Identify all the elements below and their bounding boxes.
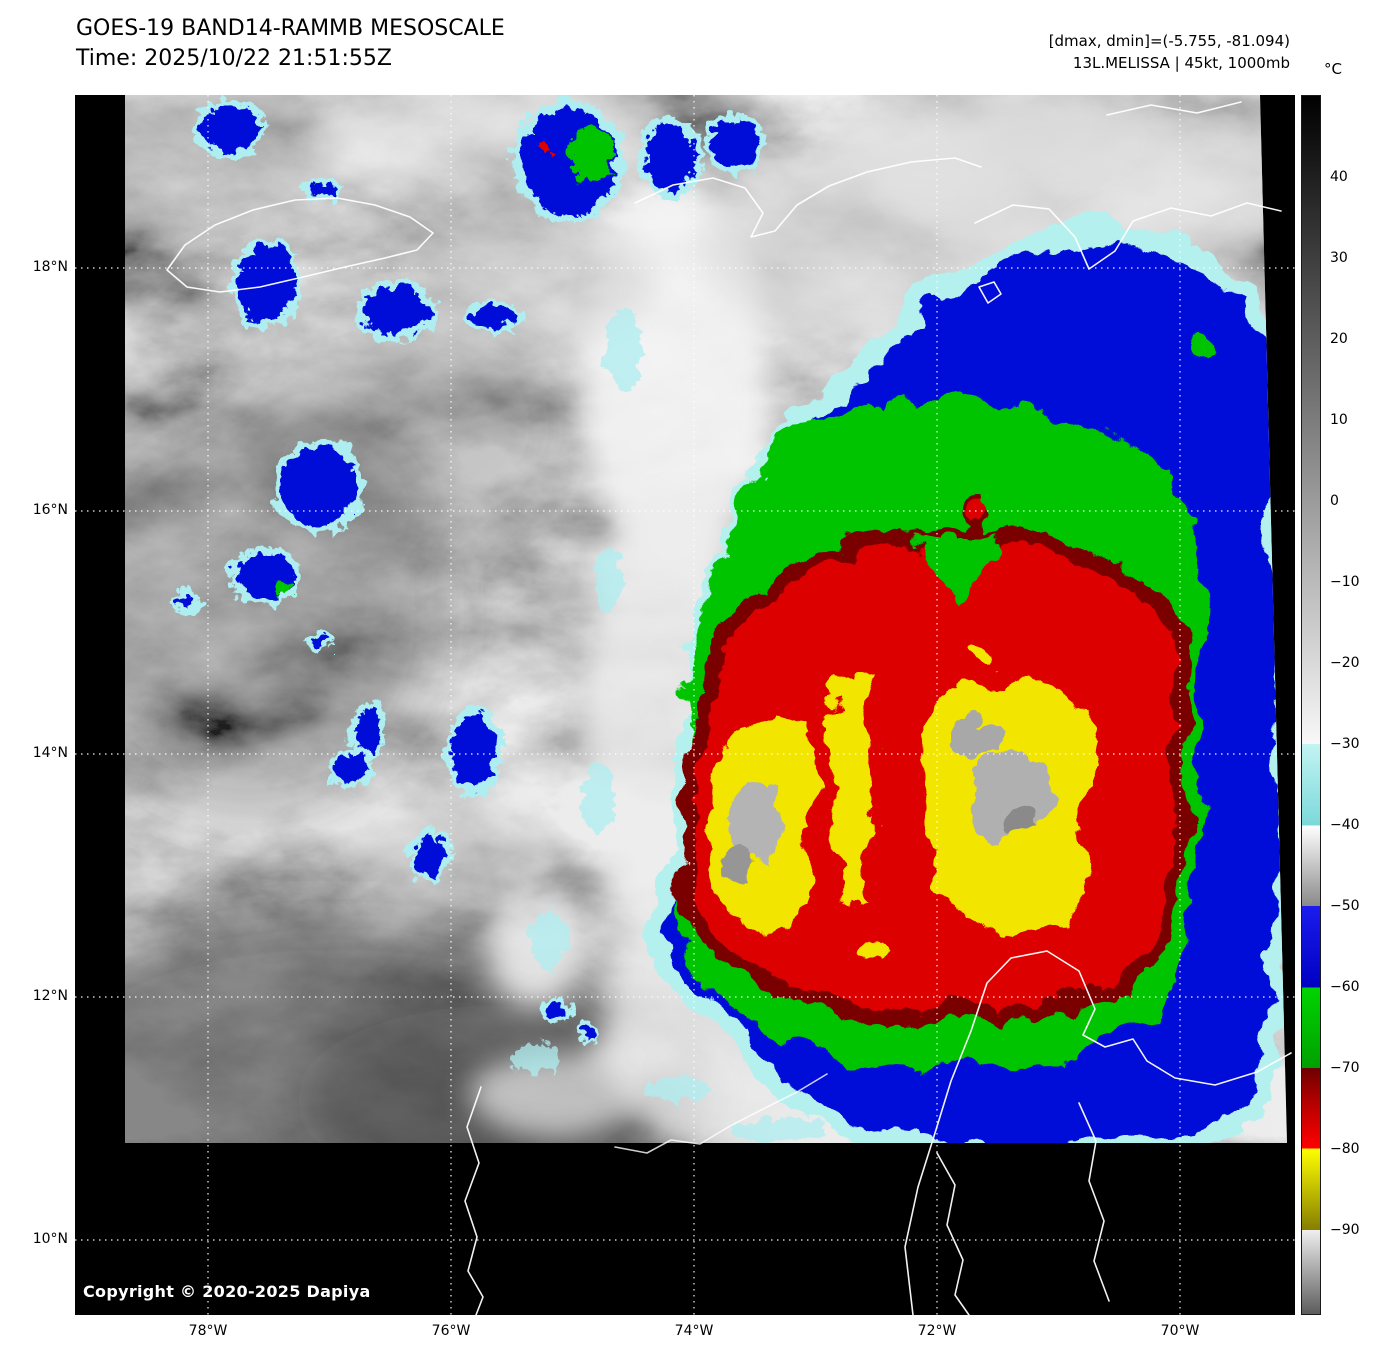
longitude-label: 72°W: [917, 1323, 957, 1339]
satellite-imagery: [75, 95, 1295, 1315]
colorbar-tick-label: 0: [1330, 493, 1339, 509]
colorbar-tick-label: −20: [1330, 655, 1360, 671]
data-region: [125, 95, 1287, 1143]
colorbar-tick-label: −30: [1330, 736, 1360, 752]
image-metadata: [dmax, dmin]=(-5.755, -81.094) 13L.MELIS…: [1049, 30, 1290, 74]
coastlines: [166, 101, 1292, 1315]
small-island: [978, 281, 1002, 304]
colorbar-tick-label: 40: [1330, 169, 1348, 185]
green-speck: [1186, 336, 1208, 358]
storm-info-readout: 13L.MELISSA | 45kt, 1000mb: [1072, 54, 1290, 72]
copyright-watermark: Copyright © 2020-2025 Dapiya: [83, 1282, 371, 1301]
panama-coastline: [464, 1086, 484, 1315]
convective-specks: [167, 95, 760, 1039]
green-notch: [905, 527, 997, 600]
jamaica-coastline: [166, 197, 434, 293]
colorbar-tick-label: −60: [1330, 979, 1360, 995]
longitude-label: 76°W: [431, 1323, 471, 1339]
north-coastline-fragment: [1106, 101, 1242, 116]
hispaniola-coastline-east: [974, 202, 1282, 270]
colorbar-tick-label: −80: [1330, 1141, 1360, 1157]
colorbar-tick-label: 20: [1330, 331, 1348, 347]
colorbar-tick-label: −40: [1330, 817, 1360, 833]
venezuela-gulf-coastline: [936, 1152, 970, 1315]
latitude-label: 16°N: [32, 502, 68, 518]
colorbar-tick-label: 10: [1330, 412, 1348, 428]
dmax-dmin-readout: [dmax, dmin]=(-5.755, -81.094): [1048, 32, 1290, 50]
colorbar-tick-label: 30: [1330, 250, 1348, 266]
latitude-label: 18°N: [32, 259, 68, 275]
colorbar-tick-label: −50: [1330, 898, 1360, 914]
overshoot-gray-cores: [719, 714, 1045, 874]
colombia-coastline: [614, 1073, 828, 1154]
colorbar-unit-label: °C: [1324, 60, 1342, 78]
satellite-map-plot: Copyright © 2020-2025 Dapiya: [75, 95, 1295, 1315]
latitude-label: 12°N: [32, 988, 68, 1004]
latitude-label: 10°N: [32, 1231, 68, 1247]
colorbar-tick-label: −10: [1330, 574, 1360, 590]
longitude-label: 70°W: [1160, 1323, 1200, 1339]
product-title: GOES-19 BAND14-RAMMB MESOSCALE: [76, 16, 505, 41]
image-timestamp: Time: 2025/10/22 21:51:55Z: [76, 46, 392, 71]
maracaibo-coastline: [1078, 1102, 1110, 1302]
hispaniola-coastline: [634, 157, 982, 238]
temperature-colorbar: [1301, 95, 1321, 1315]
latitude-label: 14°N: [32, 745, 68, 761]
green-speck: [977, 473, 1017, 513]
hurricane-overlay: [635, 210, 1287, 1143]
guajira-coastline: [904, 950, 1292, 1315]
longitude-label: 78°W: [188, 1323, 228, 1339]
colorbar-tick-label: −70: [1330, 1060, 1360, 1076]
coldest-yellow-region: [702, 644, 1091, 955]
cyan-cloud-fringes: [504, 303, 825, 1139]
longitude-label: 74°W: [674, 1323, 714, 1339]
colorbar-tick-label: −90: [1330, 1222, 1360, 1238]
